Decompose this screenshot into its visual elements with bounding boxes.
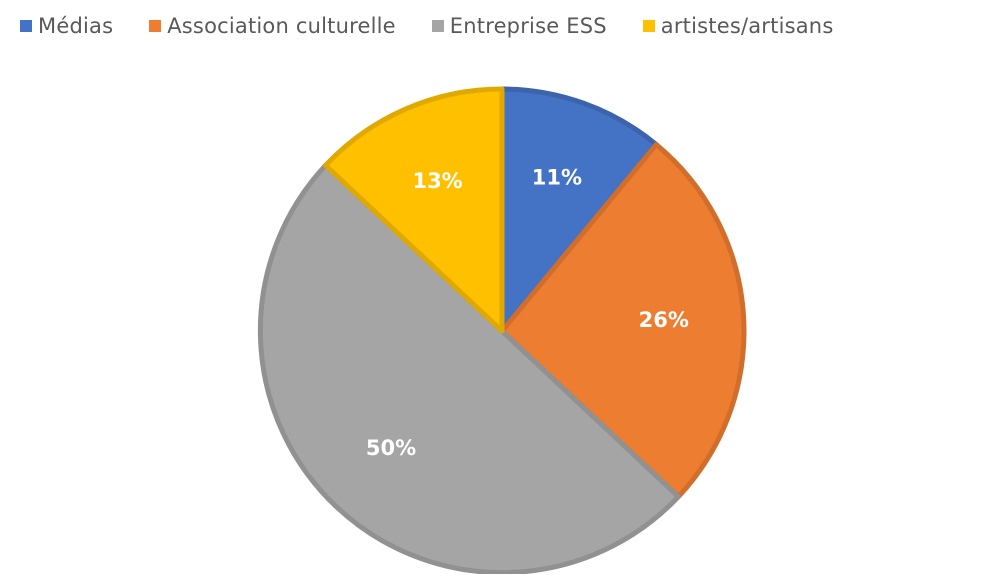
legend-swatch-artistes-artisans xyxy=(642,20,655,32)
legend-swatch-association-culturelle xyxy=(149,20,162,32)
legend-label-medias: Médias xyxy=(38,14,114,38)
data-label-entreprise-ess: 50% xyxy=(366,436,416,460)
legend-swatch-entreprise-ess xyxy=(431,20,444,32)
legend-label-entreprise-ess: Entreprise ESS xyxy=(449,14,607,38)
chart-legend: Médias Association culturelle Entreprise… xyxy=(20,14,833,38)
pie-slice-medias xyxy=(499,86,659,334)
pie-slice-entreprise-ess xyxy=(257,162,681,576)
data-label-artistes-artisans: 13% xyxy=(412,169,462,193)
legend-item-association-culturelle: Association culturelle xyxy=(149,14,396,38)
legend-label-association-culturelle: Association culturelle xyxy=(167,14,396,38)
legend-label-artistes-artisans: artistes/artisans xyxy=(660,14,834,38)
pie-chart-area: 11% 26% 50% 13% xyxy=(0,60,988,576)
legend-item-medias: Médias xyxy=(20,14,113,38)
pie-slice-association-culturelle xyxy=(499,142,747,500)
legend-item-artistes-artisans: artistes/artisans xyxy=(642,14,834,38)
legend-item-entreprise-ess: Entreprise ESS xyxy=(431,14,607,38)
pie-slice-artistes-artisans xyxy=(323,86,505,334)
pie-chart: 11% 26% 50% 13% xyxy=(257,86,747,576)
data-label-medias: 11% xyxy=(532,165,582,189)
data-label-association-culturelle: 26% xyxy=(639,308,689,332)
legend-swatch-medias xyxy=(20,20,32,32)
